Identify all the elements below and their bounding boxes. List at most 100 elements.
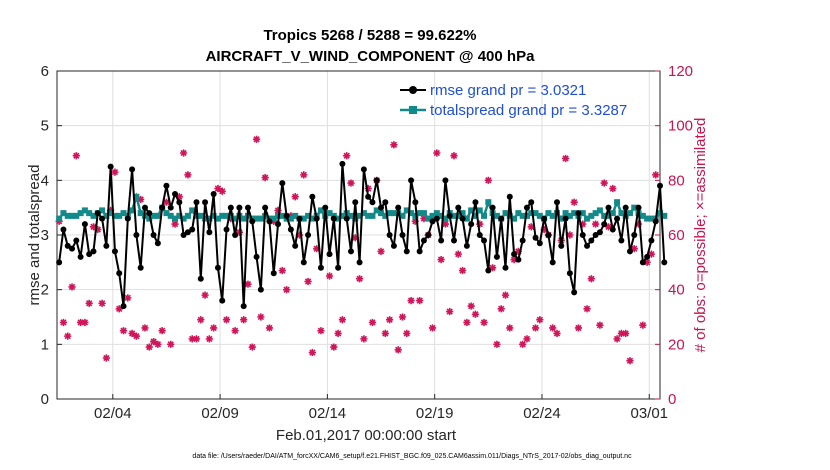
- rmse-point: [485, 267, 492, 274]
- y-right-tick-label: 60: [668, 227, 685, 244]
- obs-count-marker: [325, 272, 334, 280]
- obs-count-marker: [235, 228, 244, 236]
- obs-count-marker: [484, 176, 492, 184]
- totalspread-point: [558, 215, 565, 222]
- totalspread-point: [519, 212, 526, 219]
- obs-count-marker: [561, 154, 570, 163]
- rmse-point: [244, 204, 251, 211]
- totalspread-point: [545, 210, 552, 217]
- totalspread-point: [270, 215, 277, 222]
- rmse-point: [601, 221, 608, 228]
- rmse-point: [210, 191, 217, 197]
- rmse-point: [579, 232, 586, 238]
- obs-count-marker: [446, 307, 454, 316]
- obs-count-marker: [171, 220, 179, 228]
- rmse-point: [64, 242, 71, 249]
- obs-count-marker: [94, 225, 102, 234]
- totalspread-point: [506, 212, 513, 219]
- rmse-point: [317, 264, 324, 271]
- rmse-point: [515, 256, 522, 263]
- y-right-tick-label: 100: [668, 118, 693, 135]
- rmse-point: [305, 232, 312, 238]
- rmse-point: [90, 248, 97, 255]
- rmse-point: [553, 199, 560, 206]
- obs-count-marker: [514, 247, 522, 255]
- rmse-point: [545, 232, 552, 238]
- rmse-point: [558, 242, 565, 249]
- rmse-point: [343, 215, 350, 222]
- obs-count-marker: [570, 198, 578, 206]
- totalspread-point: [279, 212, 286, 219]
- obs-count-marker: [493, 340, 501, 348]
- totalspread-point: [609, 210, 616, 217]
- obs-count-marker: [360, 335, 368, 343]
- obs-count-marker: [377, 247, 385, 255]
- obs-count-marker: [141, 324, 149, 332]
- obs-count-marker: [102, 354, 110, 362]
- rmse-point: [661, 259, 668, 266]
- obs-count-marker: [334, 329, 342, 337]
- rmse-point: [129, 166, 136, 173]
- obs-count-marker: [137, 195, 145, 204]
- obs-count-marker: [566, 231, 574, 239]
- obs-count-marker: [240, 316, 248, 324]
- rmse-point: [296, 215, 303, 222]
- obs-count-marker: [64, 332, 72, 340]
- rmse-point: [511, 251, 518, 258]
- obs-count-marker: [265, 324, 274, 332]
- totalspread-point: [300, 215, 307, 222]
- obs-count-marker: [579, 220, 587, 228]
- rmse-point: [309, 193, 316, 200]
- rmse-point: [519, 237, 526, 244]
- obs-count-marker: [433, 149, 441, 157]
- rmse-point: [378, 204, 385, 211]
- obs-count-marker: [527, 223, 535, 231]
- rmse-point: [193, 199, 200, 206]
- x-tick-label: 02/19: [416, 405, 454, 422]
- rmse-point: [167, 204, 174, 211]
- obs-count-marker: [180, 149, 188, 157]
- rmse-point: [292, 242, 299, 249]
- obs-count-marker: [600, 179, 608, 187]
- x-axis: 02/04 02/09 02/14 02/19 02/24 03/01: [94, 394, 668, 422]
- rmse-point: [180, 232, 187, 238]
- totalspread-point: [150, 212, 157, 219]
- totalspread-point: [412, 212, 419, 219]
- obs-count-marker: [158, 327, 166, 335]
- rmse-point: [631, 232, 638, 238]
- rmse-point: [227, 204, 234, 211]
- obs-count-marker: [463, 318, 471, 327]
- rmse-line: [58, 163, 666, 307]
- obs-count-marker: [330, 343, 338, 351]
- rmse-point: [137, 264, 144, 271]
- totalspread-point: [197, 212, 204, 219]
- grid-lines: [57, 71, 660, 399]
- x-tick-label: 02/24: [523, 405, 561, 422]
- obs-count-marker: [437, 256, 445, 264]
- obs-count-marker: [634, 220, 643, 228]
- obs-count-marker: [351, 234, 359, 242]
- rmse-point: [300, 259, 307, 266]
- totalspread-point: [137, 210, 144, 217]
- totalspread-point: [64, 212, 71, 219]
- rmse-point: [618, 237, 625, 244]
- totalspread-point: [81, 207, 88, 214]
- totalspread-point: [639, 212, 646, 219]
- obs-count-marker: [489, 264, 497, 272]
- rmse-point: [141, 204, 148, 211]
- totalspread-point: [644, 215, 651, 222]
- rmse-point: [73, 237, 80, 244]
- totalspread-point: [86, 210, 93, 217]
- legend-spread-label: totalspread grand pr = 3.3287: [430, 102, 627, 119]
- totalspread-point: [631, 204, 638, 211]
- rmse-point: [107, 163, 114, 170]
- rmse-point: [146, 210, 153, 217]
- totalspread-point: [571, 210, 578, 217]
- totalspread-point: [176, 212, 183, 219]
- obs-count-marker: [222, 316, 231, 324]
- totalspread-point: [433, 210, 440, 217]
- obs-count-marker: [403, 329, 411, 337]
- totalspread-point: [562, 210, 569, 217]
- rmse-point: [270, 270, 277, 277]
